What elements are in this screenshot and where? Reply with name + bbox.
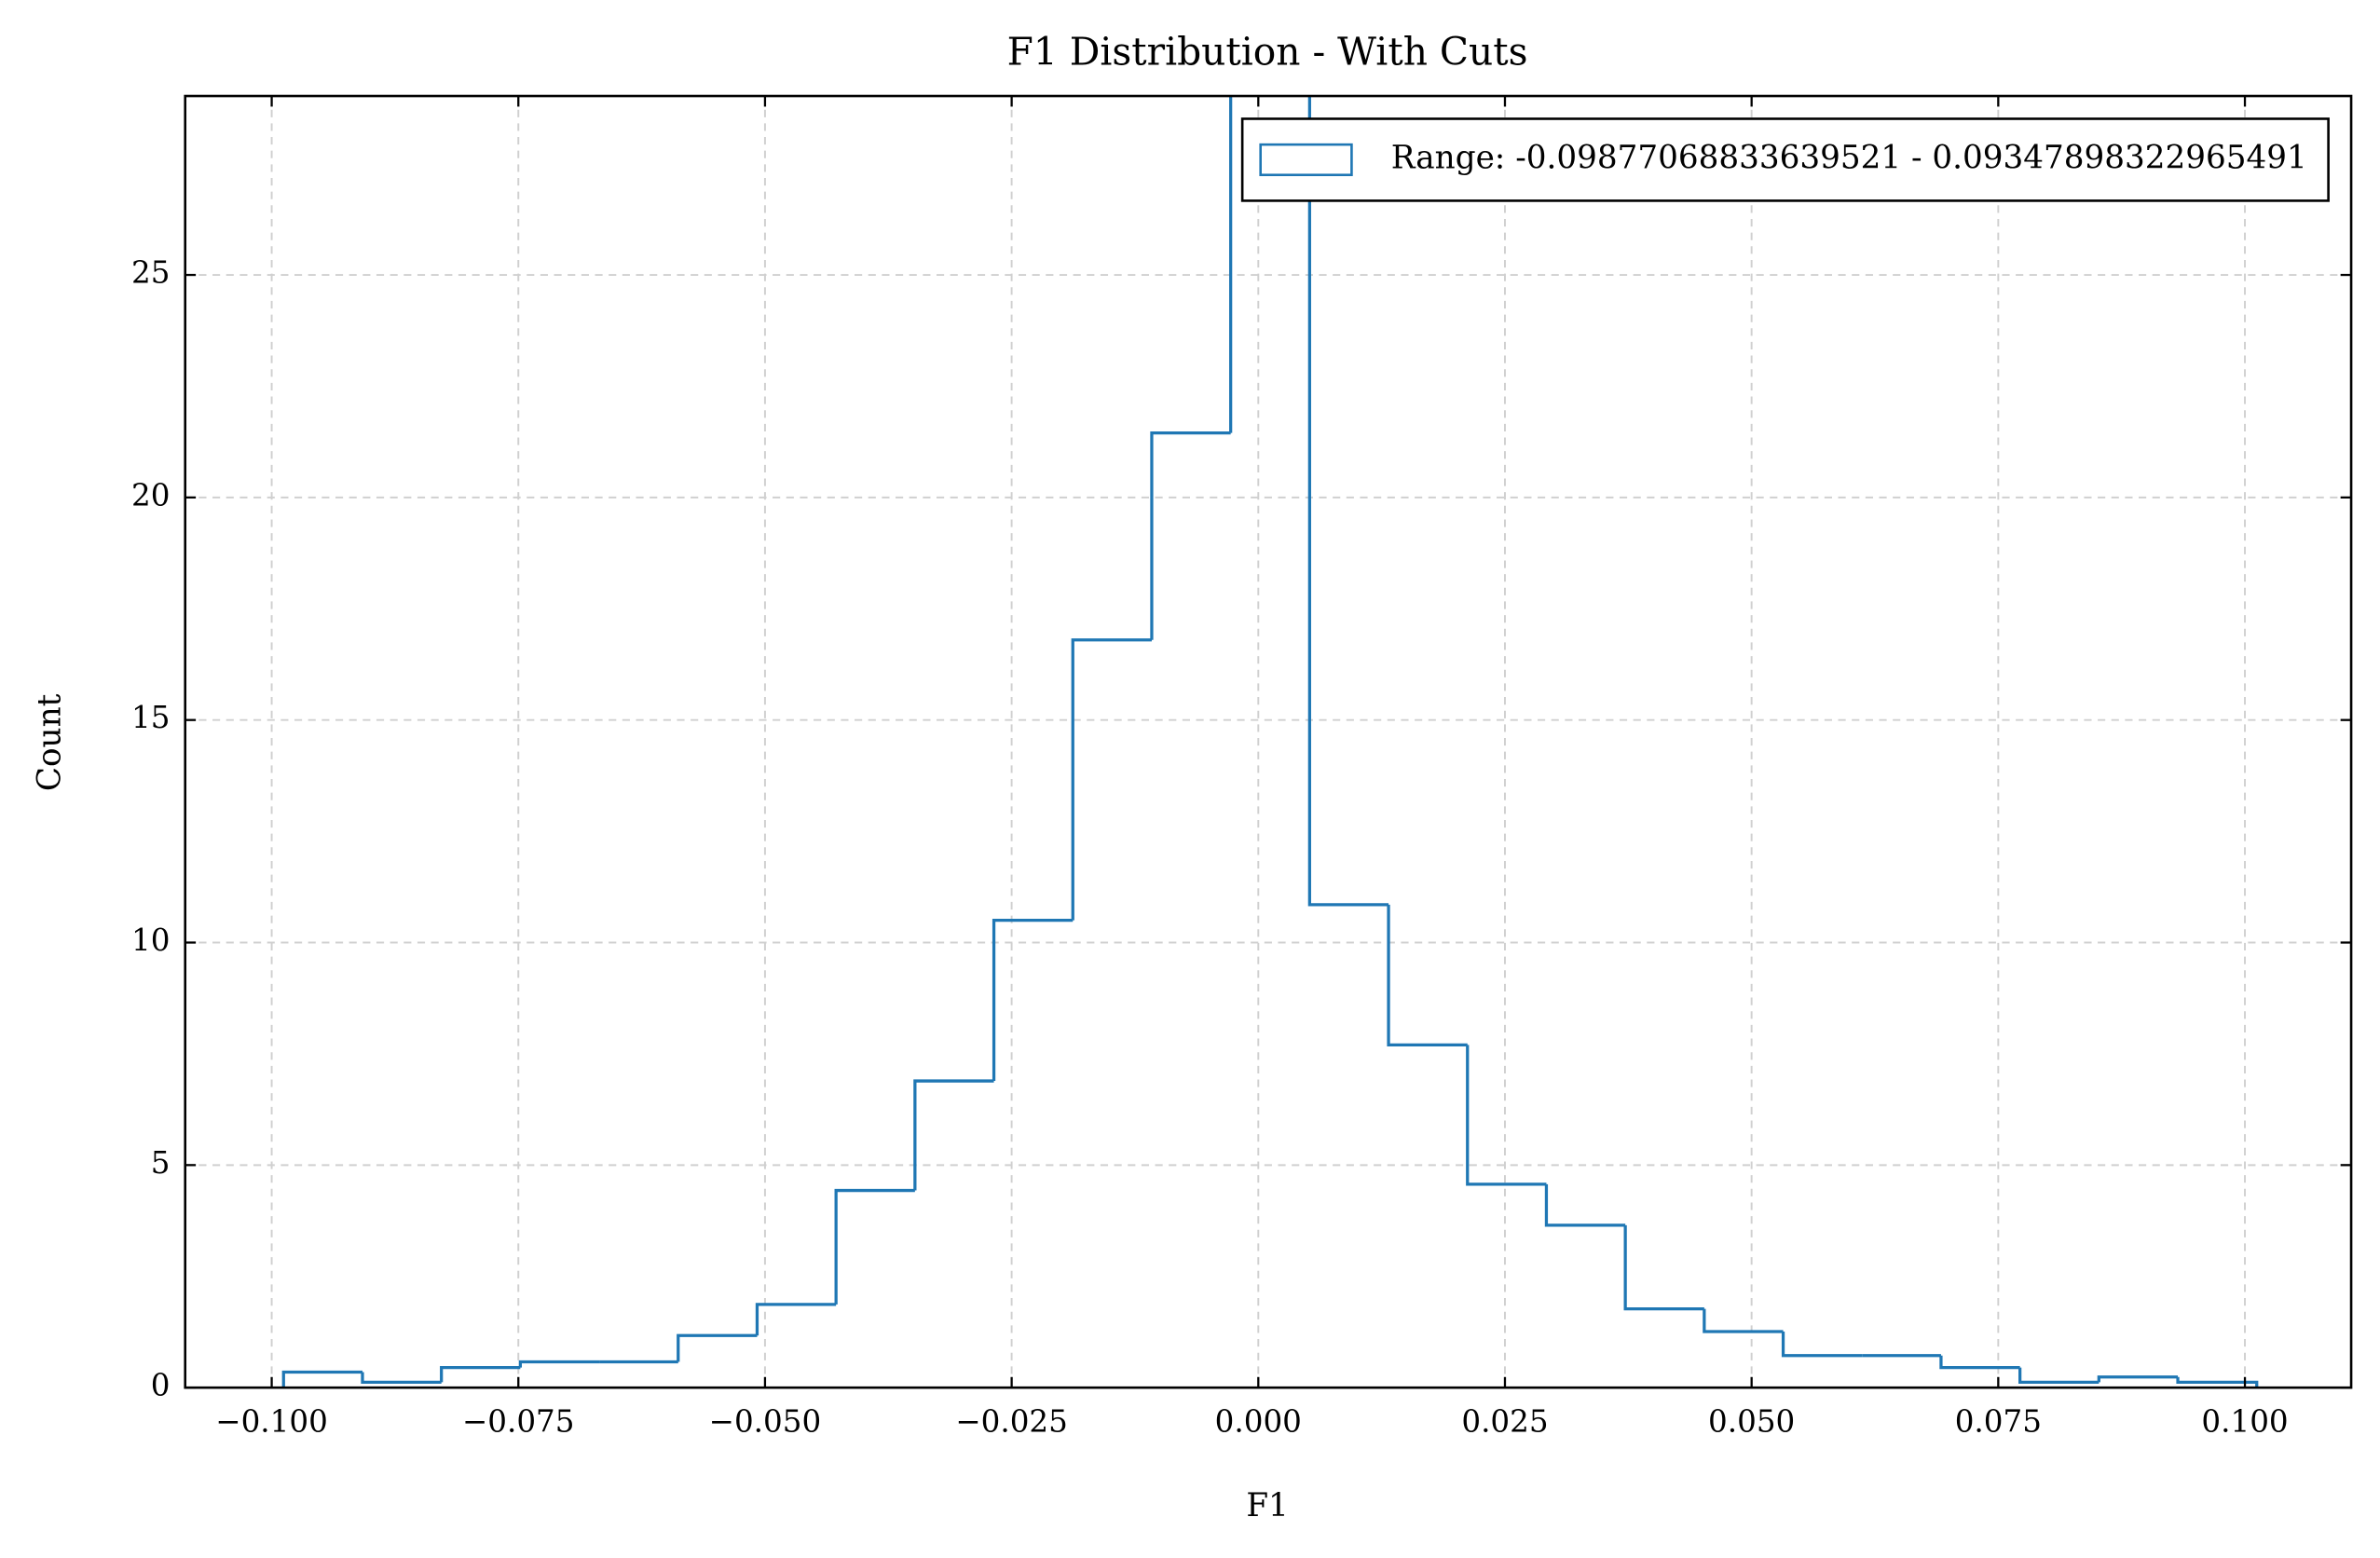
y-tick-label: 15 (131, 700, 170, 735)
x-tick-label: −0.050 (709, 1404, 822, 1440)
histogram-bin (677, 1333, 758, 1362)
y-axis-label: Count (31, 693, 68, 791)
grid (185, 96, 2352, 1389)
histogram (281, 96, 2259, 1388)
x-tick-label: −0.100 (215, 1404, 328, 1440)
plot-frame (184, 94, 2353, 1389)
x-tick-label: 0.025 (1461, 1404, 1548, 1440)
y-tick-label: 20 (131, 477, 170, 512)
histogram-bin (1307, 96, 1389, 907)
histogram-bin (1071, 638, 1152, 921)
histogram-bin (1703, 1308, 1784, 1333)
histogram-bin (2097, 1375, 2179, 1383)
histogram-bin (1229, 96, 1233, 433)
y-tick-label: 0 (151, 1368, 171, 1403)
histogram-bin (281, 1370, 362, 1388)
histogram-bin (518, 1360, 600, 1368)
chart-title: F1 Distribution - With Cuts (1007, 30, 1528, 75)
histogram-bin (1623, 1224, 1704, 1311)
x-tick-label: −0.075 (462, 1404, 575, 1440)
histogram-bin (1781, 1331, 1863, 1358)
histogram-bin (913, 1079, 994, 1191)
ticks: −0.100 −0.075 −0.050 −0.025 0.000 0.025 0.050 0… (131, 96, 2352, 1440)
histogram-bin (992, 919, 1074, 1082)
histogram-bin (1387, 904, 1468, 1047)
x-tick-label: 0.050 (1708, 1404, 1795, 1440)
y-tick-label: 5 (151, 1145, 171, 1181)
y-tick-label: 25 (131, 255, 170, 291)
legend-label: Range: -0.09877068833639521 - 0.09347898… (1391, 139, 2307, 176)
x-tick-label: 0.100 (2201, 1404, 2288, 1440)
legend-box (1240, 117, 2330, 202)
y-tick-label: 10 (131, 922, 170, 958)
legend-swatch (1259, 143, 1353, 177)
histogram-bin (755, 1303, 837, 1336)
histogram-bin (1466, 1045, 1547, 1186)
x-tick-label: 0.000 (1215, 1404, 1302, 1440)
histogram-bin (1150, 430, 1231, 640)
histogram-bin (2176, 1376, 2259, 1388)
x-tick-label: −0.025 (955, 1404, 1068, 1440)
x-axis-label: F1 (1246, 1487, 1288, 1524)
histogram-bin (440, 1366, 521, 1383)
legend: Range: -0.09877068833639521 - 0.09347898… (1240, 117, 2330, 202)
histogram-bin (361, 1372, 442, 1385)
histogram-bin (1544, 1183, 1626, 1227)
histogram-bin (2018, 1367, 2100, 1385)
x-tick-label: 0.075 (1955, 1404, 2042, 1440)
histogram-bin (1939, 1355, 2020, 1370)
histogram-bin (834, 1188, 915, 1305)
